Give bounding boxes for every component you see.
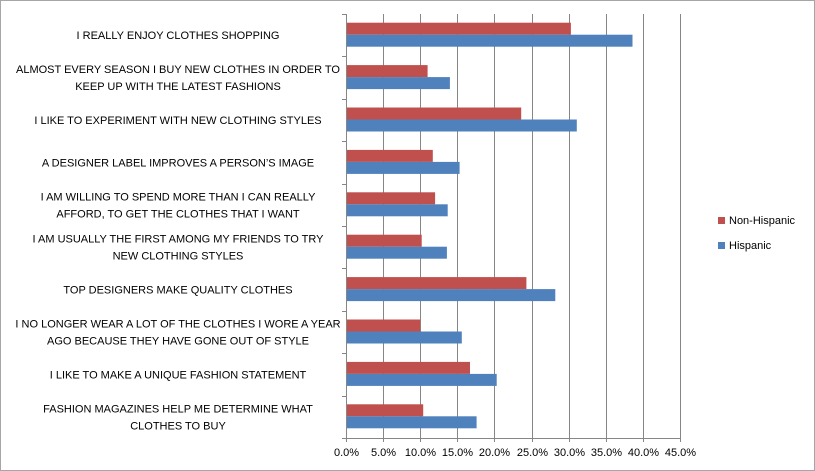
bar-hispanic: [347, 119, 577, 132]
category-label: AFFORD, TO GET THE CLOTHES THAT I WANT: [56, 208, 300, 220]
category-label: FASHION MAGAZINES HELP ME DETERMINE WHAT: [43, 403, 313, 415]
legend-label: Hispanic: [729, 240, 772, 252]
bar-non-hispanic: [347, 234, 422, 247]
x-tick-label: 15.0%: [442, 447, 473, 459]
bar-hispanic: [347, 331, 462, 344]
legend-swatch: [718, 217, 725, 224]
category-label: I AM USUALLY THE FIRST AMONG MY FRIENDS …: [33, 234, 325, 246]
category-label: I AM WILLING TO SPEND MORE THAN I CAN RE…: [41, 191, 317, 203]
axes: [342, 14, 681, 442]
legend: Non-Hispanic Hispanic: [718, 215, 796, 252]
bar-non-hispanic: [347, 277, 527, 290]
bar-non-hispanic: [347, 404, 424, 417]
bar-non-hispanic: [347, 149, 433, 162]
x-tick-label: 20.0%: [479, 447, 510, 459]
bar-non-hispanic: [347, 319, 421, 332]
category-label: I LIKE TO EXPERIMENT WITH NEW CLOTHING S…: [34, 115, 321, 127]
x-tick-label: 25.0%: [517, 447, 548, 459]
bar-hispanic: [347, 289, 556, 302]
x-tick-label: 10.0%: [405, 447, 436, 459]
category-label: I LIKE TO MAKE A UNIQUE FASHION STATEMEN…: [50, 369, 307, 381]
legend-swatch: [718, 242, 725, 249]
category-label: ALMOST EVERY SEASON I BUY NEW CLOTHES IN…: [16, 64, 340, 76]
bar-hispanic: [347, 161, 460, 174]
x-tick-label: 0.0%: [334, 447, 359, 459]
category-label: I NO LONGER WEAR A LOT OF THE CLOTHES I …: [15, 319, 340, 331]
x-tick-label: 30.0%: [554, 447, 585, 459]
bar-hispanic: [347, 204, 448, 217]
x-tick-labels: 0.0% 5.0% 10.0% 15.0% 20.0% 25.0% 30.0% 35.0% 40…: [334, 447, 696, 459]
category-label: A DESIGNER LABEL IMPROVES A PERSON’S IMA…: [42, 157, 314, 169]
x-tick-label: 45.0%: [665, 447, 696, 459]
bar-non-hispanic: [347, 192, 436, 205]
legend-label: Non-Hispanic: [729, 215, 796, 227]
category-label: NEW CLOTHING STYLES: [113, 251, 244, 263]
category-label: KEEP UP WITH THE LATEST FASHIONS: [75, 81, 281, 93]
x-tick-label: 5.0%: [371, 447, 396, 459]
bar-hispanic: [347, 34, 633, 47]
bars: [347, 22, 633, 429]
x-tick-label: 35.0%: [591, 447, 622, 459]
bar-non-hispanic: [347, 361, 470, 374]
bar-non-hispanic: [347, 65, 428, 78]
bar-non-hispanic: [347, 107, 522, 120]
bar-hispanic: [347, 416, 477, 429]
x-tick-label: 40.0%: [628, 447, 659, 459]
category-label: TOP DESIGNERS MAKE QUALITY CLOTHES: [63, 285, 292, 297]
bar-hispanic: [347, 77, 450, 90]
bar-hispanic: [347, 373, 497, 386]
bar-hispanic: [347, 246, 447, 259]
category-label: CLOTHES TO BUY: [130, 420, 226, 432]
category-label: AGO BECAUSE THEY HAVE GONE OUT OF STYLE: [47, 336, 309, 348]
category-label: I REALLY ENJOY CLOTHES SHOPPING: [77, 30, 280, 42]
bar-non-hispanic: [347, 22, 571, 35]
category-labels: I REALLY ENJOY CLOTHES SHOPPING ALMOST EV…: [15, 30, 340, 432]
